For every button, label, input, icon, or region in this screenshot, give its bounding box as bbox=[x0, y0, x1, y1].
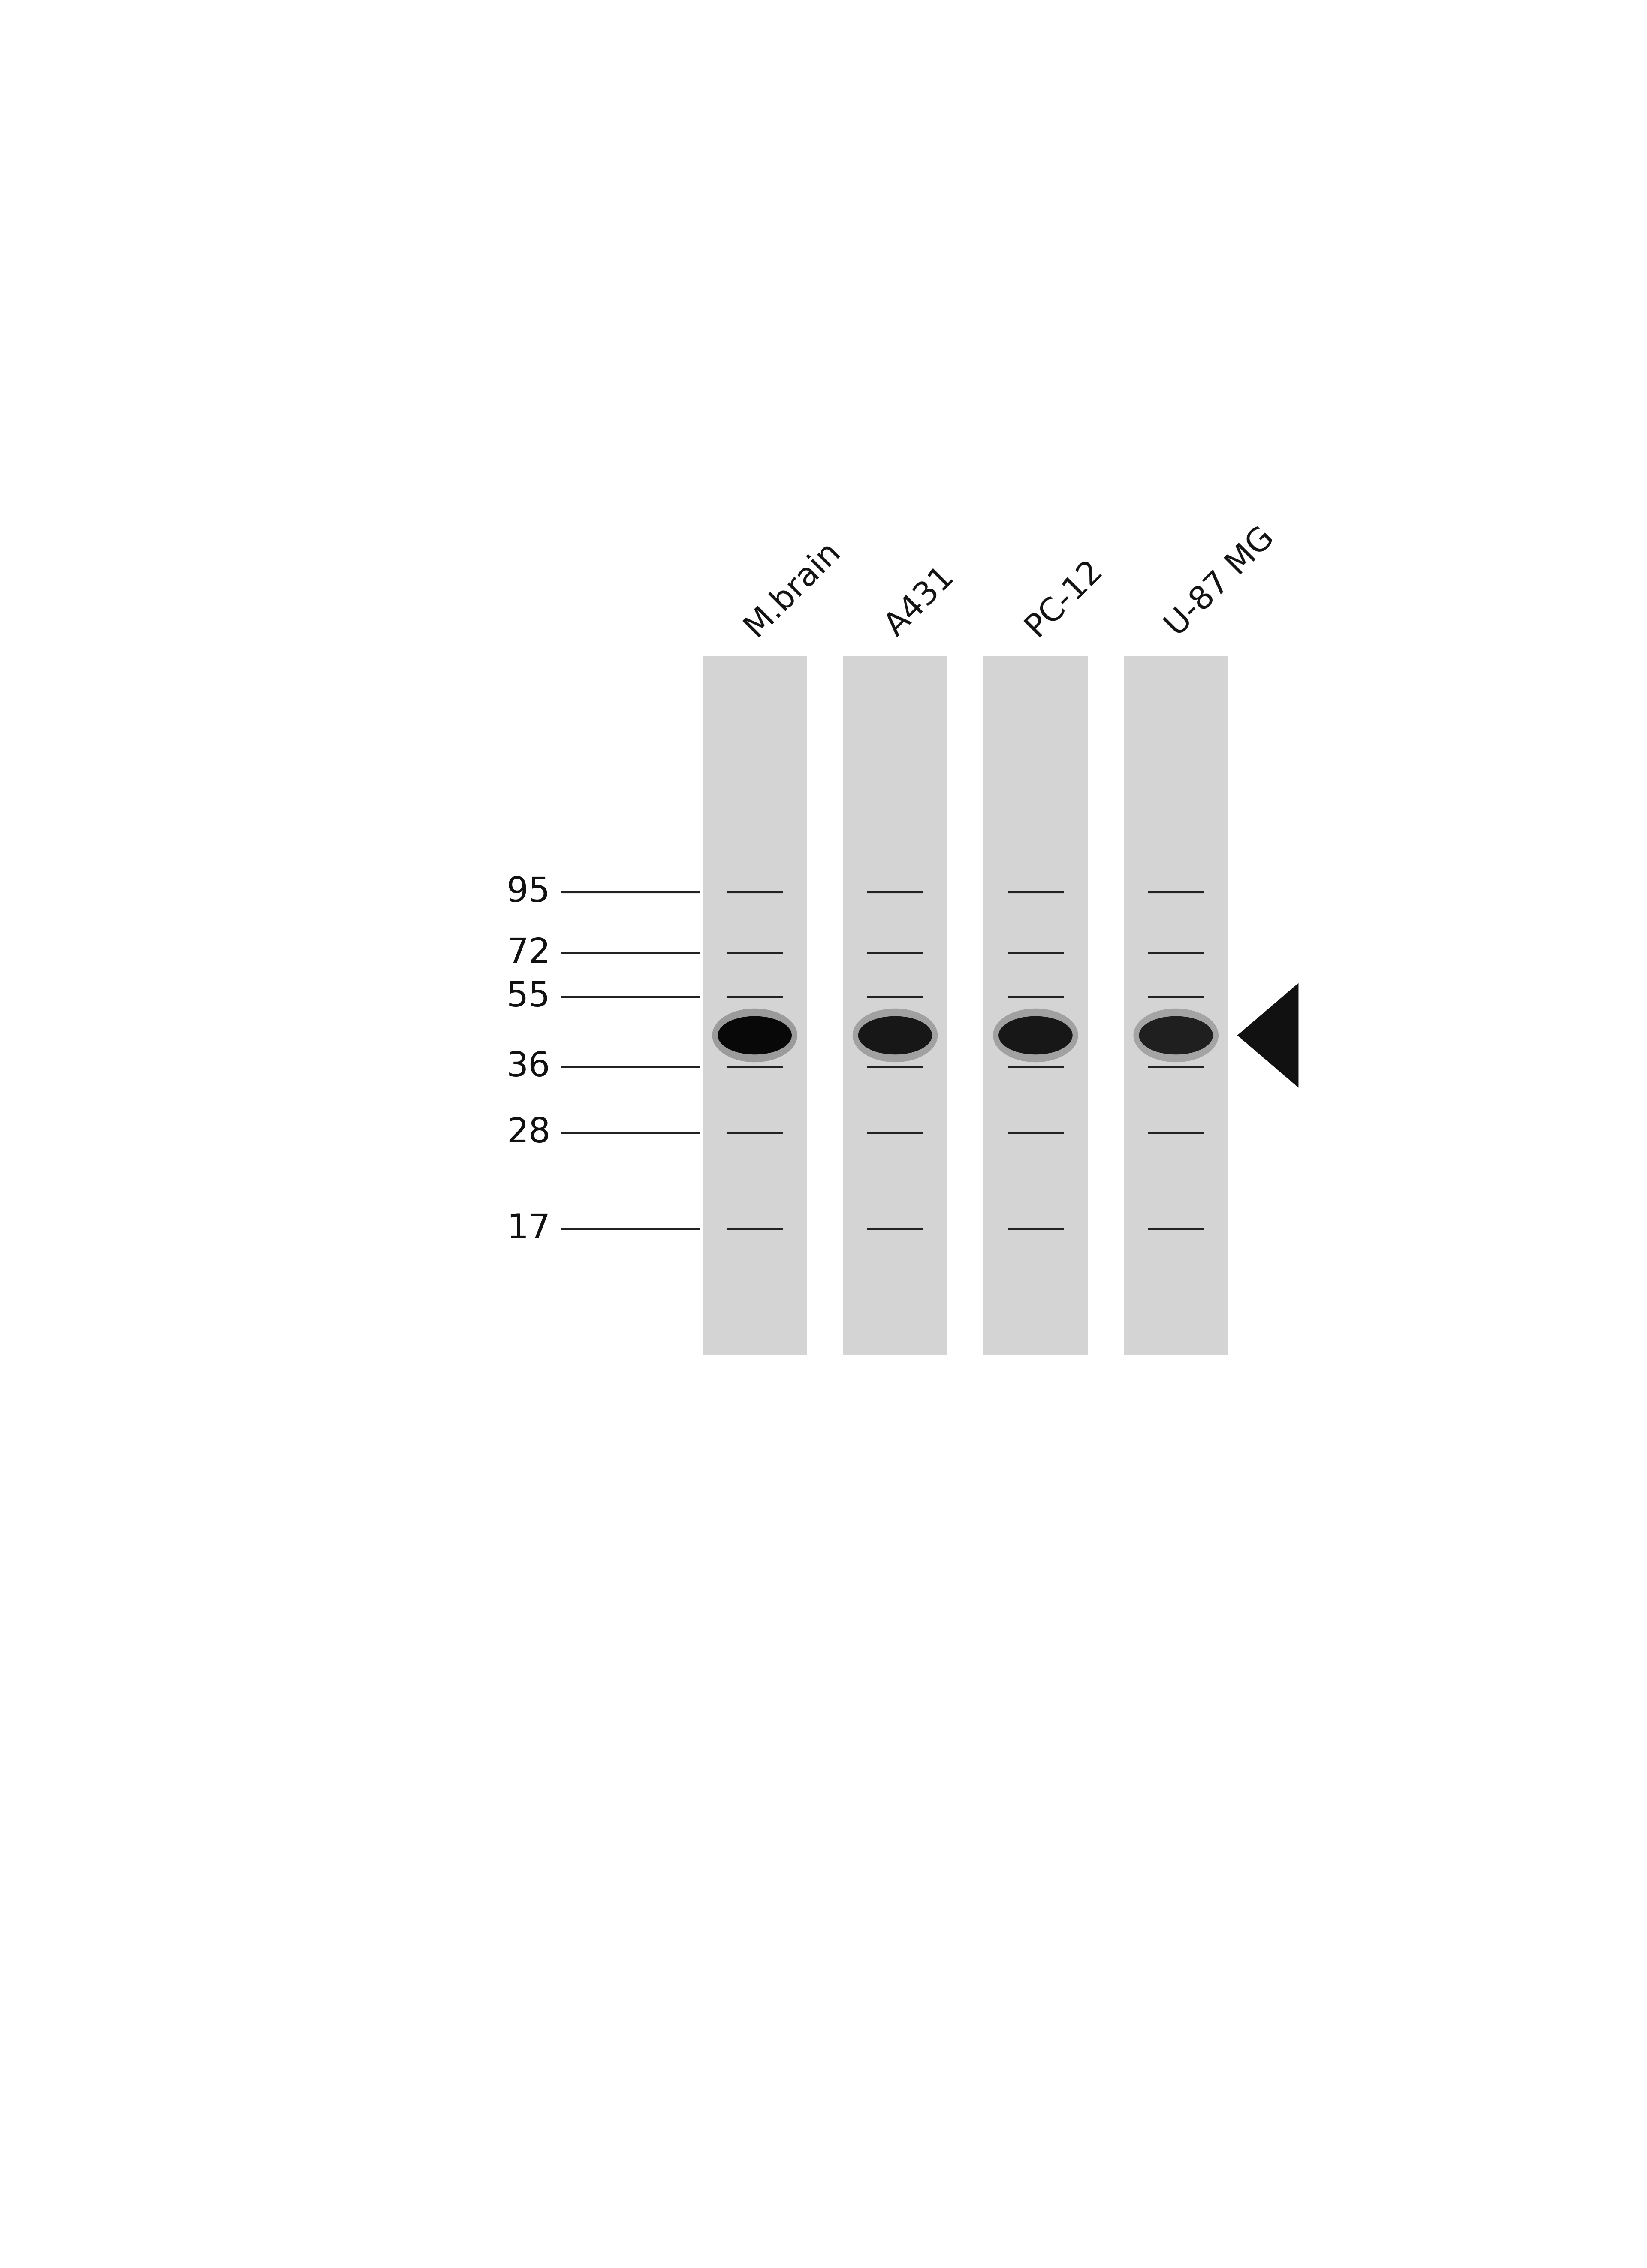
Ellipse shape bbox=[998, 1016, 1072, 1055]
Bar bbox=[843, 655, 947, 1354]
Text: 28: 28 bbox=[507, 1116, 550, 1150]
Text: 36: 36 bbox=[507, 1050, 550, 1084]
Text: M.brain: M.brain bbox=[740, 535, 847, 642]
Ellipse shape bbox=[1140, 1016, 1212, 1055]
Bar bbox=[983, 655, 1089, 1354]
Text: PC-12: PC-12 bbox=[1019, 553, 1108, 642]
Ellipse shape bbox=[712, 1009, 797, 1061]
Ellipse shape bbox=[718, 1016, 792, 1055]
Ellipse shape bbox=[993, 1009, 1079, 1061]
Text: A431: A431 bbox=[879, 560, 960, 642]
Ellipse shape bbox=[853, 1009, 937, 1061]
Polygon shape bbox=[1237, 982, 1298, 1089]
Text: 55: 55 bbox=[507, 980, 550, 1014]
Text: 72: 72 bbox=[507, 937, 550, 971]
Text: U-87 MG: U-87 MG bbox=[1159, 522, 1281, 642]
Bar bbox=[1123, 655, 1229, 1354]
Text: 17: 17 bbox=[507, 1213, 550, 1245]
Bar bbox=[702, 655, 807, 1354]
Ellipse shape bbox=[1133, 1009, 1219, 1061]
Text: 95: 95 bbox=[507, 875, 550, 909]
Ellipse shape bbox=[858, 1016, 932, 1055]
